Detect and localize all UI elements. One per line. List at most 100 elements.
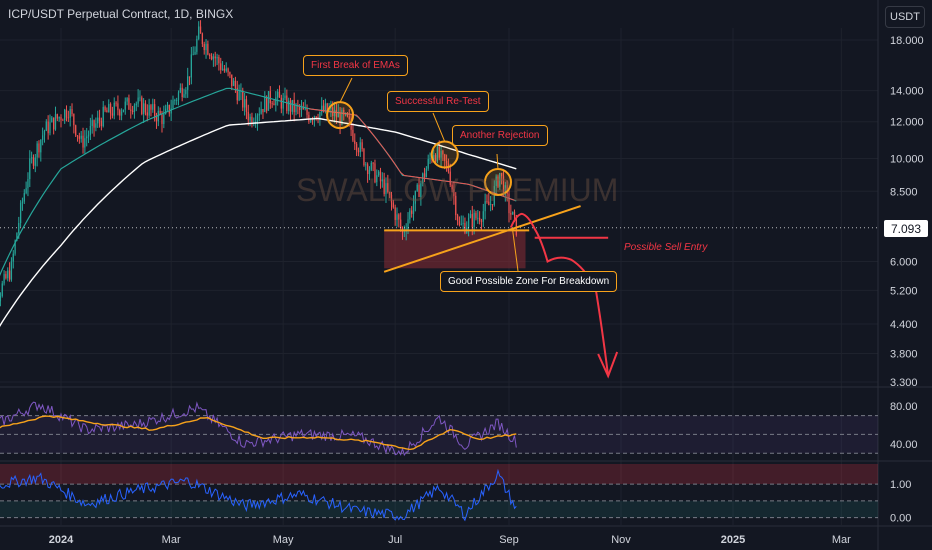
candle-body [185,89,187,95]
callout-first-break: First Break of EMAs [303,55,408,76]
moving-averages [0,87,517,328]
candle-body [1,283,3,297]
candle-body [14,240,16,254]
candle-body [508,193,510,214]
candle-body [383,179,385,195]
candle-body [251,116,253,125]
candle-body [117,103,119,111]
candle-body [170,108,172,114]
candle-body [502,176,505,195]
rsi-tick-label: 80.00 [890,401,918,413]
candle-body [218,57,220,64]
candle-body [495,176,497,186]
candlesticks [0,20,517,307]
currency-button[interactable]: USDT [885,6,925,28]
candle-body [282,98,284,109]
candle-body [335,109,338,118]
candle-body [214,56,216,59]
candle-body [174,100,176,101]
candle-body [135,103,137,106]
candle-body [311,119,314,121]
candle-body [359,142,361,153]
candle-body [148,105,150,116]
candle-body [91,120,93,126]
candle-body [354,140,356,144]
candle-body [269,91,271,104]
candle-body [80,135,82,139]
candle-body [267,91,270,111]
current-price-tag: 7.093 [884,220,928,237]
candle-body [442,150,444,155]
candle-body [409,210,411,220]
candle-body [449,171,451,185]
candle-body [199,26,202,34]
candle-body [289,100,292,112]
candle-body [181,87,183,98]
candle-body [238,91,240,101]
price-tick-label: 3.300 [890,377,918,389]
candle-body [51,117,53,123]
candle-body [188,76,191,78]
candle-body [366,164,369,175]
candle-body [357,150,360,153]
candle-body [355,143,358,151]
candle-body [97,117,99,124]
oscillator-tick-label: 1.00 [890,479,911,491]
candle-body [159,110,161,115]
candle-body [89,125,92,135]
candle-body [234,80,237,88]
candle-body [456,215,459,222]
candle-body [229,72,231,75]
candle-body [95,123,97,128]
candle-body [3,274,5,284]
candle-body [104,106,106,111]
candle-body [319,112,321,121]
candle-body [221,68,224,70]
candle-body [302,107,305,110]
candle-body [304,108,306,110]
candle-body [445,160,448,164]
candle-body [377,171,380,176]
candle-body [144,103,147,113]
candle-body [310,119,312,122]
time-tick-label: May [273,534,294,546]
candle-body [137,97,139,104]
rsi-lines [0,401,517,457]
candle-body [192,54,194,56]
candle-body [150,105,152,110]
candle-body [34,157,36,166]
candle-body [157,110,159,122]
candle-body [414,190,417,204]
candle-body [337,112,339,118]
candle-body [75,125,77,136]
candle-body [7,270,9,279]
candle-body [275,97,277,106]
candle-body [363,148,365,166]
candle-body [460,223,462,225]
candle-body [27,179,29,189]
candle-body [322,105,325,112]
candle-body [471,214,473,228]
time-tick-label: Sep [499,534,519,546]
candle-body [64,109,66,121]
chart-title: ICP/USDT Perpetual Contract, 1D, BINGX [8,7,234,21]
candle-body [8,270,11,280]
candle-body [187,76,189,90]
candle-body [271,103,273,105]
candle-body [29,158,31,180]
candle-body [400,219,402,229]
candle-body [201,33,204,45]
candle-body [480,221,483,223]
candle-body [473,212,475,228]
candle-body [16,233,18,241]
candle-body [227,68,229,73]
candle-body [300,107,303,110]
candle-body [176,100,178,101]
candle-body [379,171,382,182]
oscillator-line [0,468,517,522]
projected-arrowhead [597,351,619,379]
candle-body [236,87,238,101]
candle-body [100,120,103,127]
time-tick-label: Nov [611,534,631,546]
